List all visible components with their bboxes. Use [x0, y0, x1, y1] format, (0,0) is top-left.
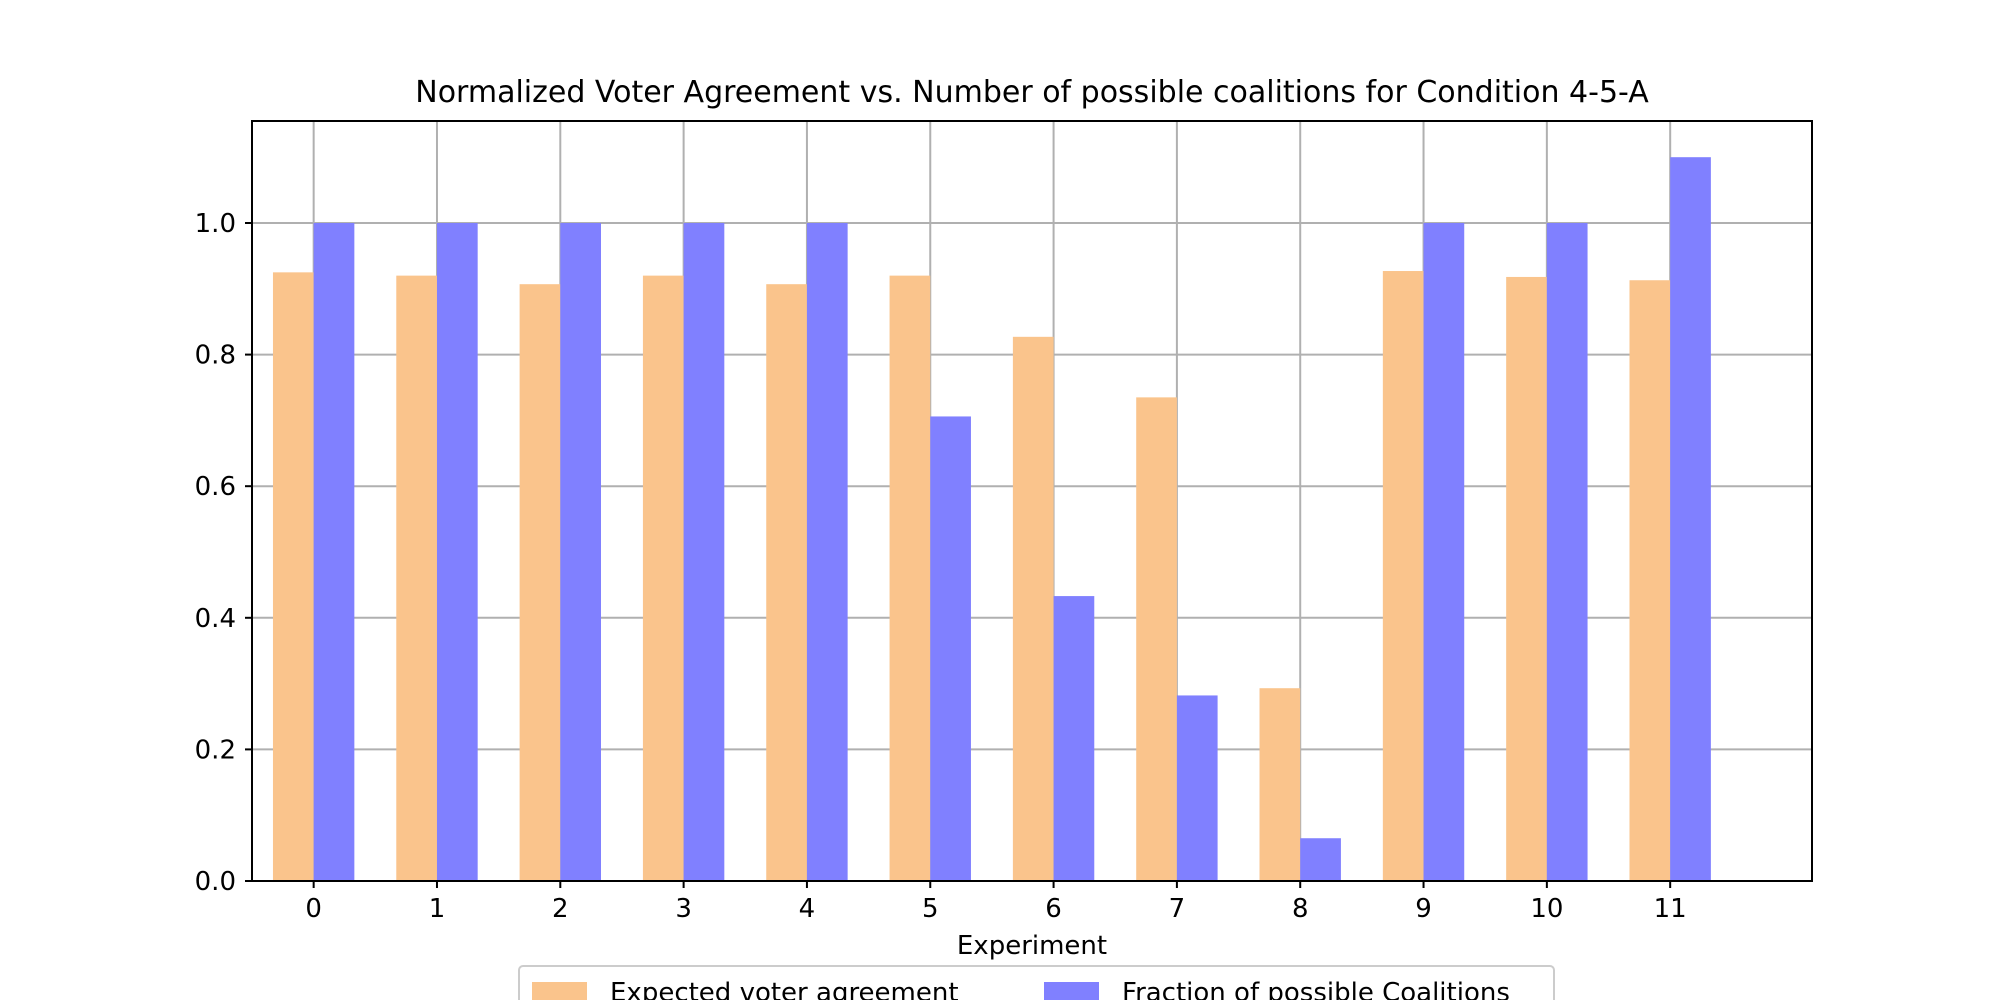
bar-fraction-of-possible-coalitions [436, 222, 478, 882]
bars [272, 157, 1711, 882]
y-tick-label: 0.0 [195, 867, 236, 897]
bar-fraction-of-possible-coalitions [1176, 695, 1218, 881]
x-tick-label: 6 [1045, 894, 1062, 924]
legend-swatch [1044, 982, 1099, 1002]
bar-fraction-of-possible-coalitions [1053, 596, 1095, 881]
x-axis-label: Experiment [957, 931, 1107, 961]
bar-fraction-of-possible-coalitions [1546, 222, 1588, 882]
bar-expected-voter-agreement [272, 272, 314, 881]
y-tick-label: 1.0 [195, 209, 236, 239]
bar-expected-voter-agreement [1629, 280, 1671, 881]
bar-expected-voter-agreement [1382, 271, 1424, 881]
chart-title: Normalized Voter Agreement vs. Number of… [415, 75, 1649, 110]
bar-fraction-of-possible-coalitions [1300, 838, 1341, 881]
y-tick-label: 0.8 [195, 341, 236, 371]
bar-expected-voter-agreement [519, 284, 561, 881]
bar-fraction-of-possible-coalitions [683, 222, 725, 882]
legend-label: Expected voter agreement [610, 978, 959, 1000]
x-tick-label: 0 [305, 894, 322, 924]
bar-fraction-of-possible-coalitions [930, 416, 971, 881]
bar-fraction-of-possible-coalitions [1670, 157, 1711, 881]
legend: Expected voter agreement Fraction of poss… [518, 965, 1555, 1004]
plot-frame [251, 120, 1813, 882]
x-tick-label: 9 [1415, 894, 1432, 924]
x-tick-label: 5 [922, 894, 939, 924]
bar-fraction-of-possible-coalitions [560, 222, 601, 882]
x-tick-label: 10 [1530, 894, 1563, 924]
bar-expected-voter-agreement [766, 284, 807, 881]
bar-expected-voter-agreement [1259, 688, 1301, 881]
bar-fraction-of-possible-coalitions [1423, 222, 1465, 882]
x-tick-label: 11 [1654, 894, 1687, 924]
x-tick-label: 1 [429, 894, 446, 924]
bar-expected-voter-agreement [889, 275, 931, 881]
bar-expected-voter-agreement [642, 275, 684, 881]
x-tick-label: 3 [675, 894, 692, 924]
x-tick-label: 8 [1292, 894, 1309, 924]
bar-expected-voter-agreement [1506, 276, 1547, 881]
legend-box [518, 965, 1555, 1004]
bar-expected-voter-agreement [1136, 397, 1177, 881]
bar-fraction-of-possible-coalitions [313, 222, 355, 882]
bar-fraction-of-possible-coalitions [806, 222, 848, 882]
x-tick-label: 7 [1169, 894, 1186, 924]
legend-label: Fraction of possible Coalitions [1122, 978, 1510, 1000]
bar-expected-voter-agreement [1012, 336, 1054, 881]
x-tick-label: 2 [552, 894, 569, 924]
axis-ticks: 0 1 2 3 4 5 6 7 8 9 10 11 0.0 0.2 0.4 0.6 0.8 1.0 [195, 209, 1687, 924]
y-tick-label: 0.4 [195, 604, 236, 634]
y-tick-label: 0.2 [195, 735, 236, 765]
y-tick-label: 0.6 [195, 472, 236, 502]
x-tick-label: 4 [799, 894, 816, 924]
bar-expected-voter-agreement [396, 275, 437, 881]
legend-swatch [532, 982, 587, 1002]
